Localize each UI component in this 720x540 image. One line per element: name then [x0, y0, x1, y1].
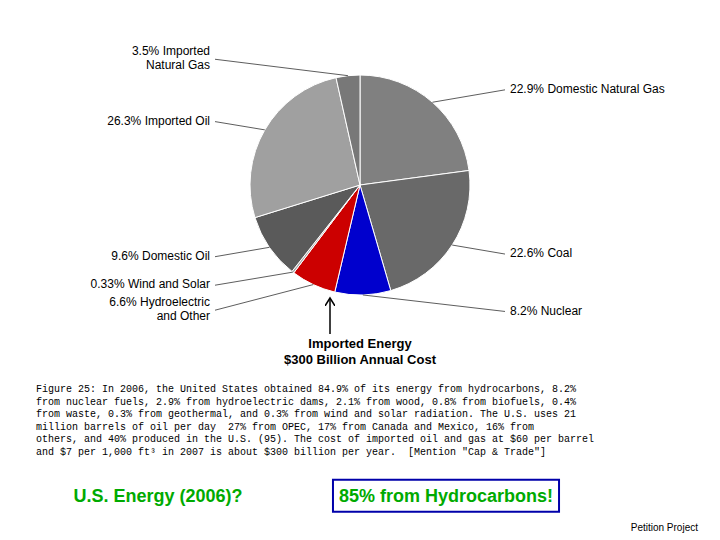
source-note: Petition Project	[631, 522, 698, 533]
annotation-arrow	[329, 298, 331, 334]
category-label: Wind and Solar	[128, 277, 210, 291]
category-label: Natural Gas	[146, 58, 210, 72]
slice-label: 6.6% Hydroelectricand Other	[109, 295, 210, 323]
label-line: 9.6% Domestic Oil	[111, 249, 210, 263]
caption-line: Figure 25: In 2006, the United States ob…	[36, 384, 576, 395]
leader-line	[432, 90, 505, 102]
slice-label: 22.6% Coal	[510, 246, 572, 260]
value-label: 26.3%	[107, 114, 141, 128]
annotation-line: $300 Billion Annual Cost	[284, 352, 437, 367]
category-label: Hydroelectric	[140, 295, 210, 309]
pie-slice	[336, 75, 360, 185]
leader-line	[363, 295, 505, 312]
title: U.S. Energy (2006)?	[73, 486, 242, 506]
leader-line	[215, 272, 293, 285]
caption-line: others, and 40% produced in the U.S. (95…	[36, 434, 594, 445]
category-label: Coal	[547, 246, 572, 260]
category-label: Imported	[163, 44, 210, 58]
value-label: 0.33%	[91, 277, 125, 291]
caption-line: from waste, 0.3% from geothermal, and 0.…	[36, 409, 576, 420]
slice-label: 26.3% Imported Oil	[107, 114, 210, 128]
label-line: 6.6% Hydroelectric	[109, 295, 210, 309]
value-label: 3.5%	[132, 44, 160, 58]
label-line: and Other	[157, 309, 210, 323]
annotation-line: Imported Energy	[308, 336, 412, 351]
category-label: and Other	[157, 309, 210, 323]
slice-labels: 22.9% Domestic Natural Gas 22.6% Coal 8.2%…	[91, 44, 665, 323]
label-line: 22.9% Domestic Natural Gas	[510, 82, 665, 96]
label-line: 22.6% Coal	[510, 246, 572, 260]
leader-line	[215, 122, 265, 130]
subtitle-box	[333, 480, 559, 512]
value-label: 9.6%	[111, 249, 139, 263]
label-line: 8.2% Nuclear	[510, 304, 582, 318]
slice-label: 22.9% Domestic Natural Gas	[510, 82, 665, 96]
chart: 22.9% Domestic Natural Gas 22.6% Coal 8.2%…	[0, 0, 720, 540]
category-label: Nuclear	[541, 304, 582, 318]
annotation: Imported Energy$300 Billion Annual Cost	[284, 336, 437, 367]
value-label: 22.9%	[510, 82, 544, 96]
label-line: Natural Gas	[146, 58, 210, 72]
caption-line: million barrels of oil per day 27% from …	[36, 422, 534, 433]
leader-line	[215, 59, 348, 75]
caption: Figure 25: In 2006, the United States ob…	[36, 384, 594, 458]
caption-line: from nuclear fuels, 2.9% from hydroelect…	[36, 397, 576, 408]
value-label: 8.2%	[510, 304, 538, 318]
category-label: Domestic Natural Gas	[547, 82, 664, 96]
label-line: 3.5% Imported	[132, 44, 210, 58]
label-line: 0.33% Wind and Solar	[91, 277, 210, 291]
subtitle: 85% from Hydrocarbons!	[339, 486, 553, 506]
caption-line: and $7 per 1,000 ft³ in 2007 is about $3…	[36, 447, 546, 458]
category-label: Imported Oil	[145, 114, 210, 128]
slice-label: 0.33% Wind and Solar	[91, 277, 210, 291]
pie	[250, 75, 470, 295]
subtitle-group: 85% from Hydrocarbons!	[333, 480, 559, 512]
leader-line	[215, 247, 269, 256]
slice-label: 3.5% ImportedNatural Gas	[132, 44, 210, 72]
pie-slice	[360, 75, 469, 185]
leader-line	[452, 245, 505, 254]
category-label: Domestic Oil	[142, 249, 210, 263]
leader-line	[215, 285, 313, 311]
value-label: 22.6%	[510, 246, 544, 260]
background	[0, 0, 720, 540]
slice-label: 9.6% Domestic Oil	[111, 249, 210, 263]
value-label: 6.6%	[109, 295, 137, 309]
label-line: 26.3% Imported Oil	[107, 114, 210, 128]
slice-label: 8.2% Nuclear	[510, 304, 582, 318]
